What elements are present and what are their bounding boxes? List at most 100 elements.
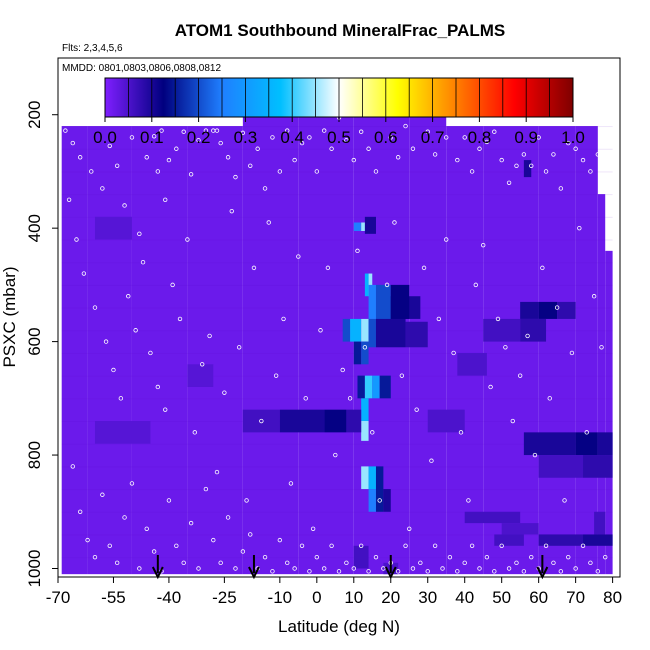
sample-point bbox=[77, 509, 83, 514]
heatmap-cell bbox=[242, 409, 280, 433]
sample-point bbox=[358, 543, 364, 549]
sample-point bbox=[503, 345, 508, 350]
sample-point bbox=[74, 237, 79, 242]
sample-point bbox=[122, 515, 127, 520]
x-tick-label: 10 bbox=[344, 588, 363, 607]
heatmap-band bbox=[61, 262, 613, 264]
sample-point bbox=[425, 129, 430, 134]
heatmap-column bbox=[131, 126, 188, 575]
sample-point bbox=[558, 569, 564, 574]
sample-point bbox=[129, 135, 135, 140]
colorbar-dividers bbox=[127, 78, 550, 117]
sample-point bbox=[462, 560, 467, 566]
sample-point bbox=[458, 430, 464, 435]
sample-point bbox=[77, 155, 83, 160]
sample-point bbox=[377, 498, 382, 503]
heatmap-cell bbox=[583, 455, 613, 478]
colorbar-tick-label: 0.4 bbox=[280, 128, 304, 147]
sample-point bbox=[170, 282, 175, 288]
sample-point bbox=[137, 231, 142, 237]
heatmap-cell bbox=[383, 489, 391, 512]
y-tick-label: 400 bbox=[25, 214, 44, 242]
sample-point bbox=[137, 566, 142, 571]
sample-point bbox=[532, 452, 538, 458]
sample-point bbox=[506, 180, 512, 185]
colorbar-tick-label: 0.9 bbox=[514, 128, 538, 147]
sample-point bbox=[436, 316, 442, 322]
sample-point bbox=[174, 543, 179, 549]
sample-point bbox=[214, 469, 220, 475]
heatmap-cell bbox=[427, 409, 465, 433]
plot-area bbox=[57, 57, 621, 580]
heatmap-cell bbox=[375, 284, 391, 319]
sample-point bbox=[455, 569, 460, 574]
sample-point bbox=[225, 155, 231, 160]
sample-point bbox=[155, 169, 161, 174]
sample-point bbox=[288, 481, 294, 486]
sample-point bbox=[299, 140, 305, 146]
heatmap-cell bbox=[379, 375, 391, 399]
x-tick-label: 60 bbox=[529, 588, 548, 607]
sample-point bbox=[536, 135, 541, 140]
sample-point bbox=[440, 566, 445, 571]
sample-point bbox=[573, 566, 578, 571]
sample-point bbox=[569, 350, 575, 356]
sample-point bbox=[255, 146, 260, 151]
y-axis-label: PSXC (mbar) bbox=[0, 266, 19, 367]
sample-point bbox=[222, 390, 227, 395]
sample-point bbox=[66, 197, 72, 203]
heatmap-cell bbox=[94, 421, 151, 444]
sample-point bbox=[118, 396, 124, 401]
heatmap-cell bbox=[405, 321, 428, 348]
heatmap-band bbox=[61, 511, 613, 513]
colorbar-tick-label: 0.1 bbox=[140, 128, 164, 147]
sample-point bbox=[92, 554, 98, 560]
heatmap-cell bbox=[357, 375, 365, 399]
sample-point bbox=[540, 265, 545, 271]
x-tick-label: 0 bbox=[312, 588, 321, 607]
sample-point bbox=[577, 225, 582, 231]
sample-point bbox=[477, 566, 482, 571]
sample-point bbox=[395, 155, 401, 160]
heatmap-cell bbox=[583, 534, 613, 546]
sample-point bbox=[144, 155, 149, 160]
heatmap-cell bbox=[594, 511, 606, 535]
heatmap-cell bbox=[364, 273, 369, 297]
sample-point bbox=[455, 157, 460, 163]
heatmap-cell bbox=[346, 409, 362, 433]
heatmap-cell bbox=[361, 341, 369, 365]
sample-point bbox=[296, 254, 301, 259]
heatmap-column bbox=[187, 126, 243, 575]
sample-point bbox=[166, 498, 172, 503]
sample-point bbox=[344, 138, 349, 143]
sample-point bbox=[514, 560, 519, 566]
sample-point bbox=[366, 146, 371, 151]
sample-point bbox=[277, 169, 283, 174]
sample-point bbox=[562, 498, 567, 503]
y-tick-label: 600 bbox=[25, 327, 44, 355]
sample-point bbox=[273, 373, 279, 378]
heatmap-cell bbox=[372, 375, 380, 399]
flight-arrow-head bbox=[536, 566, 549, 580]
sample-point bbox=[277, 537, 283, 543]
sample-point bbox=[551, 560, 556, 566]
sample-point bbox=[399, 373, 405, 378]
heatmap-column bbox=[605, 250, 613, 575]
sample-point bbox=[236, 345, 242, 350]
heatmap-band bbox=[61, 284, 613, 286]
sample-point bbox=[270, 135, 275, 140]
sample-point bbox=[322, 566, 327, 571]
sample-point bbox=[314, 554, 320, 560]
sample-point bbox=[322, 128, 327, 133]
heatmap-cell bbox=[520, 301, 539, 319]
sample-point bbox=[351, 566, 356, 571]
sample-point bbox=[451, 350, 456, 356]
sample-point bbox=[595, 152, 601, 157]
sample-point bbox=[525, 333, 530, 339]
x-tick-label: 70 bbox=[566, 588, 585, 607]
sample-point bbox=[163, 407, 168, 412]
heatmap-cell bbox=[523, 432, 576, 456]
sample-point bbox=[325, 265, 331, 271]
sample-point bbox=[281, 316, 286, 322]
